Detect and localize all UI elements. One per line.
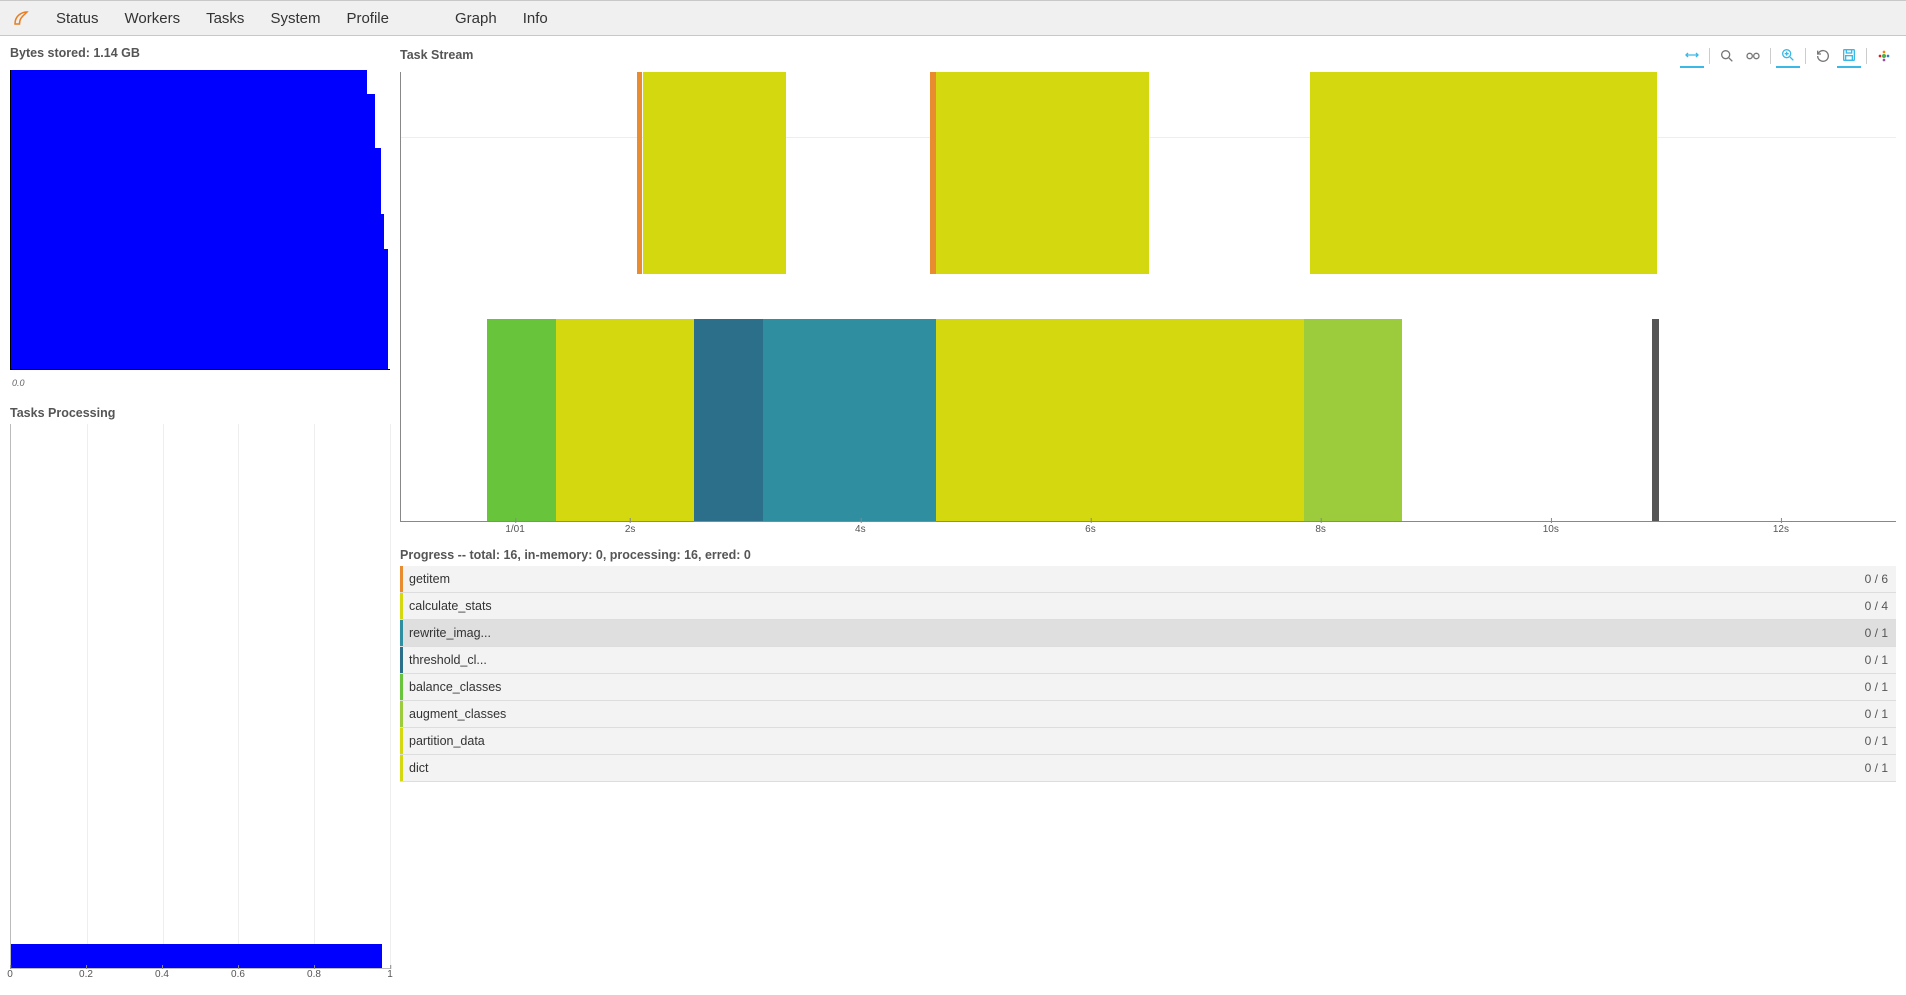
tasks-processing-title: Tasks Processing xyxy=(10,404,390,424)
toolbar-separator xyxy=(1805,48,1806,64)
task-stream-xaxis: 1/01 2s 4s 6s 8s 10s 12s xyxy=(400,522,1896,540)
toolbar-separator xyxy=(1770,48,1771,64)
progress-row[interactable]: getitem0 / 6 xyxy=(400,566,1896,593)
task-stream-block xyxy=(487,319,556,521)
progress-row[interactable]: partition_data0 / 1 xyxy=(400,728,1896,755)
nav-item-tasks[interactable]: Tasks xyxy=(206,10,244,27)
progress-row-label: threshold_cl... xyxy=(403,653,1865,667)
nav-item-system[interactable]: System xyxy=(270,10,320,27)
progress-row[interactable]: calculate_stats0 / 4 xyxy=(400,593,1896,620)
bytes-stored-chart[interactable] xyxy=(10,70,390,370)
task-stream-block xyxy=(763,319,936,521)
progress-row-count: 0 / 1 xyxy=(1865,734,1896,748)
progress-row-count: 0 / 1 xyxy=(1865,761,1896,775)
tasks-processing-xaxis: 0 0.2 0.4 0.6 0.8 1 xyxy=(10,969,390,985)
task-stream-block xyxy=(936,72,1149,274)
save-icon[interactable] xyxy=(1837,44,1861,68)
task-stream-xtick: 1/01 xyxy=(505,524,524,535)
task-stream-block xyxy=(694,319,763,521)
toolbar-separator xyxy=(1866,48,1867,64)
nav-item-workers[interactable]: Workers xyxy=(125,10,181,27)
bytes-stored-block xyxy=(11,70,367,369)
task-stream-block xyxy=(1304,319,1402,521)
task-stream-block xyxy=(1652,319,1659,521)
dask-logo-icon xyxy=(12,8,32,28)
task-stream-block xyxy=(643,72,787,274)
nav-item-profile[interactable]: Profile xyxy=(346,10,389,27)
bytes-stored-title: Bytes stored: 1.14 GB xyxy=(10,44,390,64)
top-nav: Status Workers Tasks System Profile Graph Info xyxy=(0,0,1906,36)
progress-row-label: augment_classes xyxy=(403,707,1865,721)
progress-row[interactable]: balance_classes0 / 1 xyxy=(400,674,1896,701)
xpan-icon[interactable] xyxy=(1680,44,1704,68)
reset-icon[interactable] xyxy=(1811,44,1835,68)
nav-item-graph[interactable]: Graph xyxy=(455,10,497,27)
progress-row-count: 0 / 6 xyxy=(1865,572,1896,586)
tasks-processing-panel: Tasks Processing 0 0.2 0.4 0.6 0.8 1 xyxy=(10,404,390,985)
tasks-processing-xtick: 0.8 xyxy=(307,969,321,980)
task-stream-title: Task Stream xyxy=(400,46,473,66)
left-column: Bytes stored: 1.14 GB 0.0 Tasks Processi… xyxy=(10,44,390,985)
task-stream-row xyxy=(401,72,1896,274)
task-stream-xtick: 10s xyxy=(1543,524,1559,535)
progress-row-label: calculate_stats xyxy=(403,599,1865,613)
tasks-processing-chart[interactable] xyxy=(10,424,390,969)
task-stream-row xyxy=(401,319,1896,521)
progress-row[interactable]: dict0 / 1 xyxy=(400,755,1896,782)
progress-row-count: 0 / 1 xyxy=(1865,653,1896,667)
progress-row-label: dict xyxy=(403,761,1865,775)
task-stream-xtick: 4s xyxy=(855,524,866,535)
tasks-processing-xtick: 0.6 xyxy=(231,969,245,980)
progress-row[interactable]: augment_classes0 / 1 xyxy=(400,701,1896,728)
hover-icon[interactable] xyxy=(1741,44,1765,68)
tasks-processing-xtick: 0.4 xyxy=(155,969,169,980)
toolbar-separator xyxy=(1709,48,1710,64)
task-stream-xtick: 6s xyxy=(1085,524,1096,535)
bytes-stored-x-label: 0.0 xyxy=(10,378,390,388)
task-stream-xtick: 8s xyxy=(1315,524,1326,535)
progress-title: Progress -- total: 16, in-memory: 0, pro… xyxy=(400,546,1896,566)
bytes-stored-block xyxy=(384,249,388,369)
task-stream-xtick: 12s xyxy=(1773,524,1789,535)
task-stream-block xyxy=(936,319,1304,521)
progress-row[interactable]: rewrite_imag...0 / 1 xyxy=(400,620,1896,647)
tasks-processing-bar xyxy=(11,944,382,968)
progress-row-count: 0 / 1 xyxy=(1865,680,1896,694)
progress-row-label: rewrite_imag... xyxy=(403,626,1865,640)
task-stream-xtick: 2s xyxy=(625,524,636,535)
task-stream-block xyxy=(556,319,694,521)
progress-row-count: 0 / 1 xyxy=(1865,707,1896,721)
progress-row[interactable]: threshold_cl...0 / 1 xyxy=(400,647,1896,674)
progress-row-label: partition_data xyxy=(403,734,1865,748)
right-column: Task Stream 1/01 2s 4s 6s 8s 10s 12s Progress … xyxy=(390,44,1896,985)
progress-row-label: getitem xyxy=(403,572,1865,586)
progress-row-label: balance_classes xyxy=(403,680,1865,694)
bokeh-logo-icon[interactable] xyxy=(1872,44,1896,68)
tasks-processing-xtick: 1 xyxy=(387,969,393,980)
tasks-processing-xtick: 0 xyxy=(7,969,13,980)
tasks-processing-xtick: 0.2 xyxy=(79,969,93,980)
progress-row-count: 0 / 1 xyxy=(1865,626,1896,640)
task-stream-block xyxy=(1310,72,1657,274)
box-zoom-icon[interactable] xyxy=(1715,44,1739,68)
task-stream-toolbar xyxy=(1680,44,1896,68)
main-area: Bytes stored: 1.14 GB 0.0 Tasks Processi… xyxy=(0,36,1906,995)
nav-item-info[interactable]: Info xyxy=(523,10,548,27)
progress-list: getitem0 / 6calculate_stats0 / 4rewrite_… xyxy=(400,566,1896,782)
task-stream-header: Task Stream xyxy=(400,44,1896,68)
progress-row-count: 0 / 4 xyxy=(1865,599,1896,613)
task-stream-chart[interactable] xyxy=(400,72,1896,522)
wheel-zoom-icon[interactable] xyxy=(1776,44,1800,68)
bytes-stored-block xyxy=(367,94,375,369)
nav-item-status[interactable]: Status xyxy=(56,10,99,27)
